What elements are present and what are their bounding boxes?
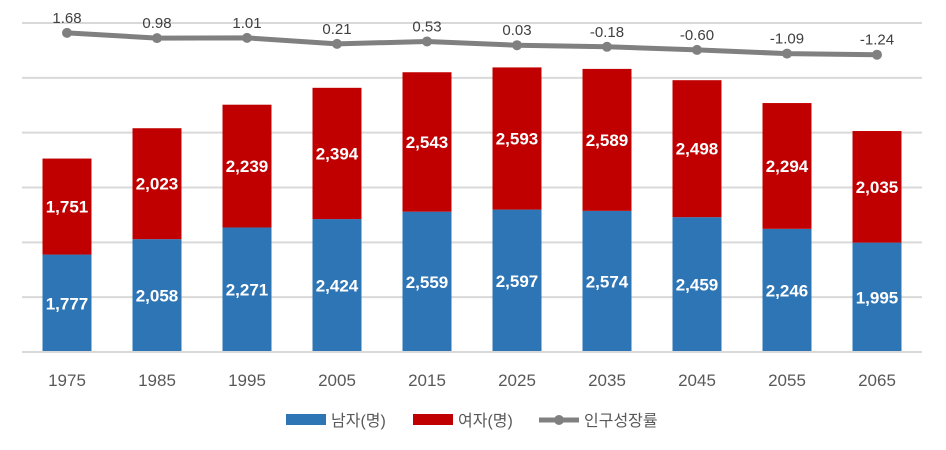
bar-male xyxy=(132,239,182,352)
growth-rate-point xyxy=(602,41,612,52)
bar-female xyxy=(42,158,92,255)
x-tick-label: 2025 xyxy=(498,371,536,390)
bar-female xyxy=(222,104,272,228)
data-label-male: 2,459 xyxy=(676,276,719,295)
data-label-male: 2,574 xyxy=(586,272,629,291)
growth-rate-point xyxy=(242,32,252,43)
growth-rate-point xyxy=(872,49,882,60)
legend-label-growth-rate: 인구성장률 xyxy=(584,412,658,430)
data-label-male: 2,424 xyxy=(316,277,359,296)
legend-label-female: 여자(명) xyxy=(458,412,513,430)
growth-rate-label: 0.03 xyxy=(502,22,531,39)
data-label-female: 2,593 xyxy=(496,130,539,149)
data-label-male: 2,559 xyxy=(406,273,449,292)
growth-rate-label: 0.21 xyxy=(322,21,351,38)
data-label-male: 2,246 xyxy=(766,281,809,300)
bar-female xyxy=(492,67,542,210)
bar-female xyxy=(582,68,632,211)
growth-rate-line xyxy=(66,30,878,58)
bar-female xyxy=(132,128,182,240)
data-label-female: 2,239 xyxy=(226,157,269,176)
bar-male xyxy=(222,227,272,352)
x-tick-label: 2045 xyxy=(678,371,716,390)
growth-rate-point xyxy=(422,36,432,47)
x-tick-label: 1985 xyxy=(138,371,176,390)
growth-rate-point xyxy=(782,48,792,59)
growth-rate-point xyxy=(692,44,702,55)
growth-rate-label: -1.24 xyxy=(860,32,894,49)
bar-male xyxy=(852,242,902,352)
x-tick-label: 1995 xyxy=(228,371,266,390)
legend-swatch-female xyxy=(413,414,453,425)
bar-male xyxy=(312,219,362,352)
growth-rate-label: 0.98 xyxy=(142,15,171,32)
bar-female xyxy=(402,72,452,212)
growth-rate-point xyxy=(152,33,162,44)
data-label-female: 1,751 xyxy=(46,198,89,217)
x-tick-label: 2055 xyxy=(768,371,806,390)
data-label-male: 2,271 xyxy=(226,281,269,300)
legend-swatch-male xyxy=(286,414,326,425)
growth-rate-point xyxy=(512,40,522,51)
bar-female xyxy=(852,131,902,243)
data-label-female: 2,294 xyxy=(766,157,809,176)
data-label-female: 2,023 xyxy=(136,175,179,194)
data-label-male: 2,597 xyxy=(496,272,539,291)
data-label-male: 1,995 xyxy=(856,288,899,307)
data-label-female: 2,589 xyxy=(586,131,629,150)
bar-male xyxy=(42,254,92,352)
data-label-male: 2,058 xyxy=(136,287,179,306)
x-tick-label: 1975 xyxy=(48,371,86,390)
growth-rate-label: -0.60 xyxy=(680,27,714,44)
x-tick-label: 2005 xyxy=(318,371,356,390)
data-label-female: 2,498 xyxy=(676,140,719,159)
bar-male xyxy=(672,217,722,352)
growth-rate-label: 1.68 xyxy=(52,10,81,27)
bar-female xyxy=(312,87,362,220)
growth-rate-label: -1.09 xyxy=(770,31,804,48)
x-tick-label: 2015 xyxy=(408,371,446,390)
growth-rate-label: 1.01 xyxy=(232,15,261,32)
legend-label-male: 남자(명) xyxy=(331,412,386,430)
data-label-female: 2,394 xyxy=(316,144,359,163)
x-tick-label: 2035 xyxy=(588,371,626,390)
bar-female xyxy=(762,103,812,229)
bar-female xyxy=(672,80,722,218)
growth-rate-point xyxy=(332,38,342,49)
bar-male xyxy=(492,209,542,352)
growth-rate-point xyxy=(62,27,72,38)
data-label-male: 1,777 xyxy=(46,294,89,313)
bar-male xyxy=(762,228,812,352)
bar-male xyxy=(402,211,452,352)
data-label-female: 2,035 xyxy=(856,178,899,197)
growth-rate-label: -0.18 xyxy=(590,24,624,41)
bar-male xyxy=(582,210,632,352)
x-tick-label: 2065 xyxy=(858,371,896,390)
growth-rate-label: 0.53 xyxy=(412,18,441,35)
data-label-female: 2,543 xyxy=(406,133,449,152)
legend-marker-line xyxy=(554,415,564,425)
